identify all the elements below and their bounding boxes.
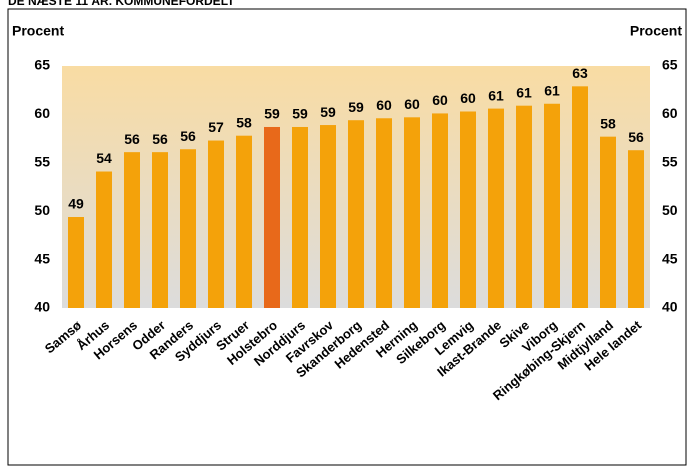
value-label: 56 — [628, 129, 644, 145]
value-label: 60 — [432, 92, 448, 108]
bar — [292, 126, 308, 308]
value-label: 59 — [348, 99, 364, 115]
bar — [432, 113, 448, 308]
bar — [68, 217, 84, 308]
value-label: 60 — [376, 97, 392, 113]
y-tick-label: 65 — [34, 57, 50, 73]
value-label: 58 — [236, 114, 252, 130]
value-label: 57 — [208, 119, 224, 135]
bar — [516, 105, 532, 308]
bar — [572, 86, 588, 308]
y2-tick-label: 50 — [662, 202, 678, 218]
value-label: 58 — [600, 115, 616, 131]
y2-tick-label: 60 — [662, 105, 678, 121]
y2-tick-label: 40 — [662, 299, 678, 315]
bar — [544, 103, 560, 308]
y-axis-label: Procent — [12, 23, 64, 39]
value-label: 61 — [516, 84, 532, 100]
y-tick-label: 45 — [34, 250, 50, 266]
y-tick-label: 60 — [34, 105, 50, 121]
bar — [460, 111, 476, 308]
bar — [96, 171, 112, 308]
bar — [320, 125, 336, 308]
value-label: 60 — [404, 96, 420, 112]
bar — [264, 126, 280, 308]
bar — [180, 149, 196, 308]
value-label: 56 — [180, 128, 196, 144]
value-label: 59 — [264, 106, 280, 122]
bar — [208, 140, 224, 308]
bar — [124, 152, 140, 308]
y2-tick-label: 45 — [662, 250, 678, 266]
y-tick-label: 55 — [34, 154, 50, 170]
value-label: 56 — [152, 131, 168, 147]
bar — [600, 136, 616, 308]
value-label: 60 — [460, 90, 476, 106]
y-tick-label: 50 — [34, 202, 50, 218]
value-label: 59 — [292, 106, 308, 122]
bar — [404, 117, 420, 308]
value-label: 49 — [68, 196, 84, 212]
bar — [376, 118, 392, 308]
chart-title: DE NÆSTE 11 ÅR. KOMMUNEFORDELT — [8, 0, 235, 8]
y2-tick-label: 65 — [662, 57, 678, 73]
y-tick-label: 40 — [34, 299, 50, 315]
value-label: 63 — [572, 65, 588, 81]
bar — [152, 152, 168, 308]
bar — [628, 150, 644, 308]
value-label: 59 — [320, 104, 336, 120]
value-label: 61 — [544, 82, 560, 98]
value-label: 61 — [488, 87, 504, 103]
y2-tick-label: 55 — [662, 154, 678, 170]
bar — [488, 108, 504, 308]
value-label: 54 — [96, 150, 112, 166]
value-label: 56 — [124, 131, 140, 147]
bar — [236, 135, 252, 308]
y2-axis-label: Procent — [630, 23, 682, 39]
bar — [348, 120, 364, 308]
